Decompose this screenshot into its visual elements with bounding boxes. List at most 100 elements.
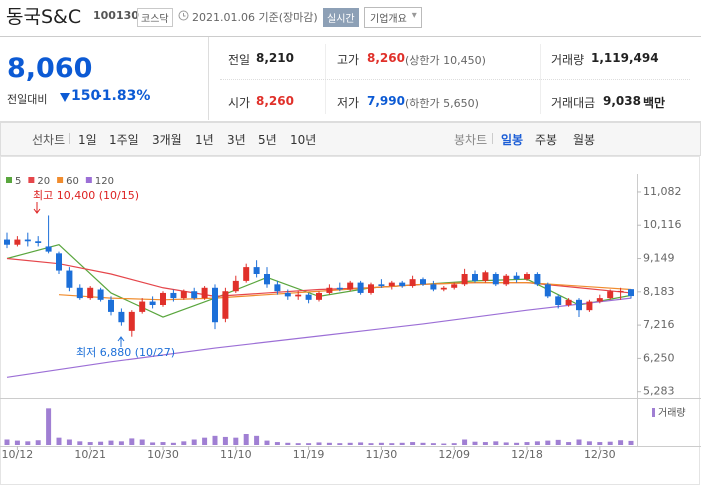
annotation: 최고 10,400 (10/15) xyxy=(33,189,139,202)
candle-body xyxy=(617,290,624,292)
candle-body xyxy=(243,267,250,281)
tab-period[interactable]: 3년 xyxy=(227,133,246,147)
tab-period[interactable]: 1일 xyxy=(78,133,97,147)
divider xyxy=(220,79,690,80)
candle-body xyxy=(409,279,416,287)
volume-bar xyxy=(482,442,488,445)
legend-swatch xyxy=(28,177,35,183)
candle-body xyxy=(586,301,593,311)
volume-bar xyxy=(87,442,93,445)
tab-period[interactable]: 5년 xyxy=(258,133,277,147)
volume-bar xyxy=(222,436,228,445)
volume-bar xyxy=(243,434,249,445)
volume-bar xyxy=(493,441,499,445)
volume-bar xyxy=(451,443,457,445)
volume-bar xyxy=(295,443,301,445)
chart-frame xyxy=(0,156,700,485)
stat-value: 8,260 xyxy=(367,51,405,65)
ma-line xyxy=(6,297,632,378)
volume-bar xyxy=(233,437,239,445)
candle-body xyxy=(45,246,52,252)
candle-body xyxy=(316,292,322,300)
chart: 11,082 10,116 9,149 8,183 7,216 6,250 5,283 5 20… xyxy=(0,156,701,485)
volume-bar xyxy=(139,439,145,445)
volume-bar xyxy=(191,439,197,445)
volume-bar xyxy=(306,443,312,445)
x-tick-label: 12/18 xyxy=(511,448,543,461)
candle-body xyxy=(232,280,239,292)
candle-body xyxy=(336,287,343,290)
candle-body xyxy=(555,296,562,305)
stat-value: 9,038 xyxy=(603,94,641,108)
y-tick-label: 8,183 xyxy=(643,285,675,298)
candle-body xyxy=(461,274,468,285)
volume-bar xyxy=(274,442,280,445)
candle-body xyxy=(201,287,208,299)
volume-bar xyxy=(160,442,166,445)
candle-body xyxy=(14,239,21,245)
volume-bar xyxy=(514,442,520,445)
volume-bar xyxy=(399,442,405,445)
volume-bar xyxy=(77,441,83,445)
candle-body xyxy=(4,239,10,245)
annotation-arrow xyxy=(33,202,41,214)
tab-monthly[interactable]: 월봉 xyxy=(573,133,596,147)
volume-bar xyxy=(441,443,447,445)
candle-body xyxy=(87,287,94,299)
y-tick-label: 9,149 xyxy=(643,252,675,265)
tab-line-chart[interactable]: 선차트 xyxy=(32,133,66,147)
candle-body xyxy=(399,282,406,287)
volume-bar xyxy=(254,435,260,445)
volume-bar xyxy=(108,440,114,445)
candle-body xyxy=(378,284,385,287)
volume-bar xyxy=(337,443,343,445)
candle-body xyxy=(576,299,582,311)
candle-body xyxy=(544,284,551,297)
volume-bar xyxy=(410,442,416,445)
legend-swatch xyxy=(57,177,64,183)
stat-label: 고가 xyxy=(337,53,360,67)
y-tick-label: 11,082 xyxy=(643,185,682,198)
candle-body xyxy=(472,274,478,281)
overview-button[interactable]: 기업개요 ▾ xyxy=(364,7,422,28)
tab-candle-chart[interactable]: 봉차트 xyxy=(454,133,488,147)
candle-body xyxy=(160,292,166,305)
stat-unit: 백만 xyxy=(643,96,666,110)
candle-body xyxy=(565,299,572,305)
candle-body xyxy=(222,291,229,319)
volume-bar xyxy=(14,440,20,445)
tab-daily[interactable]: 일봉 xyxy=(501,133,524,147)
candle-body xyxy=(191,291,198,299)
legend-swatch xyxy=(85,177,92,183)
tab-weekly[interactable]: 주봉 xyxy=(535,133,558,147)
candle-body xyxy=(513,275,520,280)
stat-label: 거래대금 xyxy=(551,96,596,110)
volume-bar xyxy=(586,441,592,445)
tab-period[interactable]: 1주일 xyxy=(109,133,139,147)
stat-note: (하한가 5,650) xyxy=(405,97,479,110)
volume-bar xyxy=(420,442,426,445)
candle-body xyxy=(482,272,489,281)
candle-body xyxy=(76,287,83,299)
volume-bar xyxy=(534,441,540,445)
candle-body xyxy=(264,274,270,285)
dropdown-arrow: ▾ xyxy=(411,10,417,21)
volume-bar xyxy=(503,442,509,445)
volume-bar xyxy=(25,441,31,445)
tab-period[interactable]: 3개월 xyxy=(152,133,182,147)
tab-period[interactable]: 1년 xyxy=(195,133,214,147)
candle-body xyxy=(35,241,42,243)
volume-bar xyxy=(181,441,187,445)
x-tick-label: 10/21 xyxy=(74,448,106,461)
candle-body xyxy=(295,294,302,297)
volume-bar xyxy=(170,442,176,445)
tab-period[interactable]: 10년 xyxy=(290,133,317,147)
down-arrow xyxy=(60,93,70,102)
volume-bar xyxy=(285,442,291,445)
y-tick-label: 10,116 xyxy=(643,218,682,231)
volume-bar xyxy=(545,440,551,445)
realtime-badge[interactable]: 실시간 xyxy=(323,8,359,27)
market-badge: 코스닥 xyxy=(137,8,173,27)
candle-body xyxy=(596,298,603,302)
stat-label: 시가 xyxy=(228,96,251,110)
